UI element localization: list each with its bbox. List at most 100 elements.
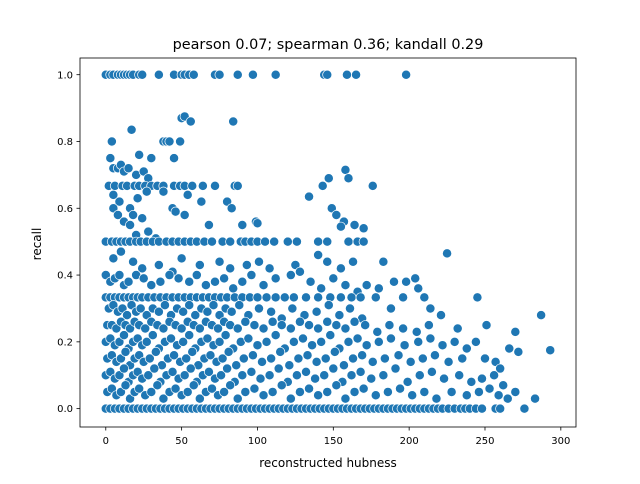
data-point <box>530 393 541 404</box>
data-point <box>342 69 352 80</box>
data-point <box>240 386 251 397</box>
y-tick-label: 0.4 <box>57 271 73 282</box>
data-point <box>270 330 281 341</box>
data-point <box>331 380 342 391</box>
data-point <box>425 303 436 314</box>
data-point <box>169 350 179 361</box>
data-point <box>343 336 354 347</box>
data-point <box>170 383 181 394</box>
data-point <box>184 330 195 341</box>
data-point <box>340 164 351 175</box>
data-point <box>255 373 266 384</box>
data-point <box>137 213 148 224</box>
data-point <box>423 320 434 331</box>
data-point <box>452 323 463 334</box>
data-point <box>214 256 225 267</box>
data-point <box>343 173 354 184</box>
data-point <box>146 153 157 164</box>
data-point <box>170 206 181 217</box>
data-point <box>179 209 190 220</box>
data-point <box>225 380 236 391</box>
y-tick-label: 0.8 <box>57 137 73 148</box>
data-point <box>128 256 139 267</box>
data-point <box>247 69 258 80</box>
data-point <box>399 340 410 351</box>
data-point <box>214 336 225 347</box>
data-point <box>413 283 424 294</box>
data-point <box>188 380 199 391</box>
points-layer <box>100 69 556 414</box>
data-point <box>120 346 131 357</box>
data-point <box>146 280 157 291</box>
data-point <box>232 393 243 404</box>
data-point <box>393 350 404 361</box>
data-point <box>159 300 170 311</box>
data-point <box>134 149 145 160</box>
data-point <box>291 236 302 247</box>
data-point <box>181 353 192 364</box>
data-point <box>202 333 213 344</box>
data-point <box>261 292 272 303</box>
data-point <box>115 246 126 257</box>
data-point <box>187 180 198 191</box>
x-tick-label: 250 <box>475 436 494 447</box>
data-point <box>185 116 196 127</box>
data-point <box>252 218 263 229</box>
data-point <box>147 330 158 341</box>
data-point <box>291 370 302 381</box>
data-point <box>112 209 123 220</box>
data-point <box>446 386 457 397</box>
data-point <box>288 292 299 303</box>
data-point <box>466 376 477 387</box>
y-tick-label: 0.6 <box>57 204 73 215</box>
data-point <box>457 353 468 364</box>
data-point <box>207 236 217 247</box>
data-point <box>294 316 305 327</box>
data-point <box>210 276 220 287</box>
data-point <box>357 350 368 361</box>
data-point <box>270 69 281 80</box>
data-point <box>470 336 481 347</box>
data-point <box>143 370 154 381</box>
data-point <box>328 363 339 374</box>
data-point <box>155 276 166 287</box>
data-point <box>405 356 416 367</box>
data-point <box>322 316 333 327</box>
data-point <box>373 283 384 294</box>
data-point <box>322 236 333 247</box>
data-point <box>191 270 202 281</box>
data-point <box>352 333 363 344</box>
axes-layer: 0 50 100 150 200 250 300 0.0 0.2 0.4 0.6 0.8 1.0 <box>57 57 577 447</box>
data-point <box>386 303 396 314</box>
data-point <box>351 69 362 80</box>
data-point <box>225 263 236 274</box>
data-point <box>360 320 371 331</box>
plot-frame <box>79 57 577 428</box>
data-point <box>328 273 339 284</box>
data-point <box>398 323 409 334</box>
data-point <box>285 393 296 404</box>
data-point <box>502 393 513 404</box>
data-point <box>202 306 213 317</box>
data-point <box>219 386 230 397</box>
data-point <box>472 292 483 303</box>
data-point <box>276 320 287 331</box>
data-point <box>275 346 286 357</box>
data-point <box>169 153 179 164</box>
data-point <box>246 270 257 281</box>
data-point <box>349 220 360 230</box>
y-axis-label: recall <box>30 228 44 261</box>
data-point <box>234 300 245 311</box>
data-point <box>119 330 129 341</box>
data-point <box>194 260 205 270</box>
data-point <box>477 403 487 414</box>
data-point <box>317 180 328 191</box>
data-point <box>382 386 393 397</box>
data-point <box>346 292 357 303</box>
data-point <box>178 336 189 347</box>
data-point <box>254 256 264 267</box>
data-point <box>373 336 384 347</box>
data-point <box>510 386 521 397</box>
data-point <box>158 323 169 334</box>
data-point <box>208 300 219 311</box>
